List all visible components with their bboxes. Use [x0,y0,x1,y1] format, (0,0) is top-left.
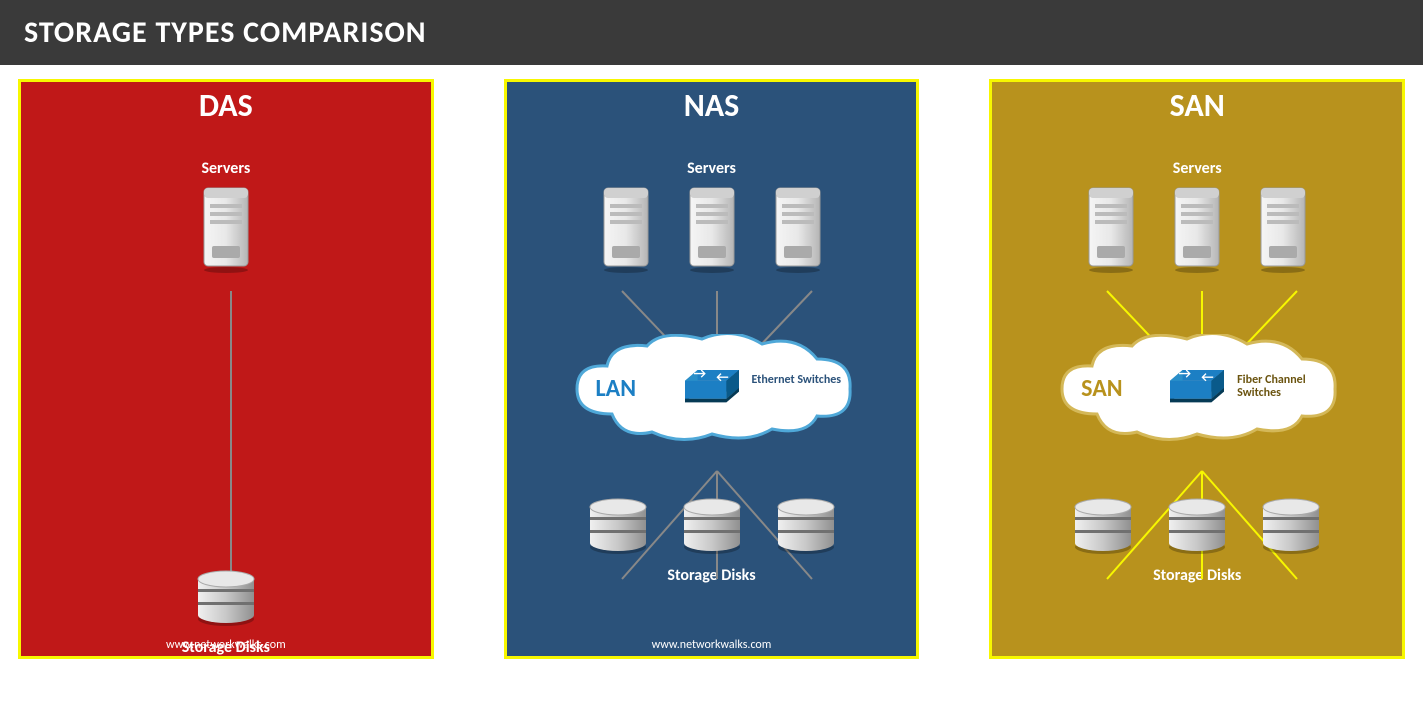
page-header: STORAGE TYPES COMPARISON [0,0,1423,65]
servers-label: Servers [687,159,736,178]
cloud-network-label: LAN [596,374,637,403]
disk-icon [680,497,744,560]
panel-title-san: SAN [992,82,1402,131]
server-icon [198,186,254,279]
disk-row [1071,497,1323,560]
servers-label: Servers [1173,159,1222,178]
server-icon [1255,186,1311,279]
disk-icon [1071,497,1135,560]
footer-url: www.networkwalks.com [507,638,917,652]
panel-content-das: Servers Storage Disks [21,131,431,657]
panel-content-nas: Servers [507,131,917,656]
server-row [198,186,254,279]
storage-disks-label: Storage Disks [667,566,755,585]
cloud-network-label: SAN [1081,374,1122,403]
disk-icon [774,497,838,560]
server-icon [598,186,654,279]
cloud-san: SAN Fiber Channel Switches [992,334,1402,449]
panel-title-nas: NAS [507,82,917,131]
cloud-nas: LAN Ethernet Switches [507,334,917,449]
switch-icon [1167,370,1227,411]
storage-disks-label: Storage Disks [1153,566,1241,585]
page-title: STORAGE TYPES COMPARISON [24,14,427,51]
disk-row [586,497,838,560]
switch-type-label: Ethernet Switches [752,374,842,387]
panel-nas: NAS Servers [504,79,920,659]
server-icon [684,186,740,279]
disk-icon [586,497,650,560]
server-row [1083,186,1311,279]
switch-icon [682,370,742,411]
disk-icon [1259,497,1323,560]
disk-icon [1165,497,1229,560]
disk-icon [194,569,258,632]
server-icon [1169,186,1225,279]
disk-row [194,569,258,632]
switch-type-label: Fiber Channel Switches [1237,374,1327,400]
servers-label: Servers [201,159,250,178]
panel-content-san: Servers [992,131,1402,656]
server-icon [1083,186,1139,279]
footer-url: www.networkwalks.com [21,638,431,652]
panel-das: DAS Servers Storage Diskswww.networkwalk… [18,79,434,659]
panel-title-das: DAS [21,82,431,131]
panels-container: DAS Servers Storage Diskswww.networkwalk… [0,79,1423,659]
server-row [598,186,826,279]
panel-san: SAN Servers [989,79,1405,659]
server-icon [770,186,826,279]
